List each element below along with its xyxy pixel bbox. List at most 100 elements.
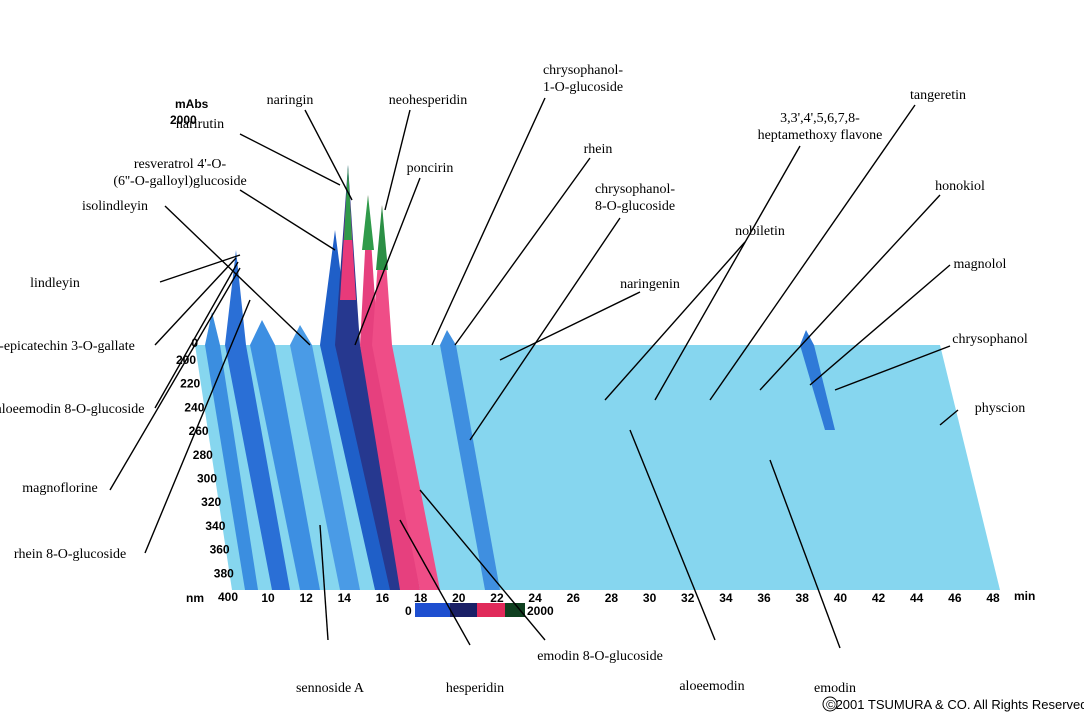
leader-line bbox=[709, 104, 916, 401]
absorbance-max: 2000 bbox=[170, 113, 197, 127]
compound-label: (-)-epicatechin 3-O-gallate bbox=[0, 339, 135, 354]
leader-line bbox=[809, 264, 951, 386]
time-tick-label: 20 bbox=[452, 591, 466, 605]
copyright-circle bbox=[822, 696, 838, 712]
compound-label: lindleyin bbox=[30, 276, 80, 291]
time-tick-label: 22 bbox=[490, 591, 504, 605]
time-tick-label: 42 bbox=[872, 591, 886, 605]
time-tick-label: 24 bbox=[528, 591, 542, 605]
leader-line bbox=[154, 261, 239, 409]
time-tick-label: 34 bbox=[719, 591, 733, 605]
compound-label: emodin bbox=[814, 681, 856, 696]
compound-label: aloeemodin 8-O-glucoside bbox=[0, 402, 144, 417]
compound-label: honokiol bbox=[935, 179, 985, 194]
compound-label: physcion bbox=[975, 401, 1026, 416]
time-tick-label: 30 bbox=[643, 591, 657, 605]
leader-line bbox=[384, 109, 411, 211]
leader-line bbox=[159, 254, 241, 283]
colorbar-segment bbox=[415, 603, 450, 617]
colorbar-segment bbox=[477, 603, 505, 617]
colorbar-segment bbox=[450, 603, 477, 617]
compound-label: rhein bbox=[584, 142, 613, 157]
compound-label: 8-O-glucoside bbox=[595, 199, 675, 214]
peak bbox=[372, 205, 440, 590]
compound-label: narirutin bbox=[176, 117, 224, 132]
compound-label: resveratrol 4'-O- bbox=[134, 157, 227, 172]
time-tick-label: 46 bbox=[948, 591, 962, 605]
compound-label: chrysophanol bbox=[952, 332, 1028, 347]
peak bbox=[800, 330, 835, 430]
leader-line bbox=[154, 257, 237, 346]
wavelength-tick-label: 360 bbox=[210, 543, 230, 557]
time-tick-label: 12 bbox=[299, 591, 313, 605]
peak bbox=[344, 165, 352, 240]
leader-line bbox=[399, 519, 471, 646]
leader-line bbox=[354, 177, 421, 346]
colorbar-min: 0 bbox=[405, 604, 412, 618]
time-tick-label: 18 bbox=[414, 591, 428, 605]
peak bbox=[205, 312, 258, 590]
compound-label: poncirin bbox=[407, 161, 454, 176]
compound-label: 3,3',4',5,6,7,8- bbox=[780, 111, 860, 126]
leader-line bbox=[654, 145, 801, 401]
compound-label: naringenin bbox=[620, 277, 680, 292]
wavelength-tick-label: 240 bbox=[184, 400, 204, 414]
leader-line bbox=[604, 241, 746, 401]
compound-label: heptamethoxy flavone bbox=[758, 128, 883, 143]
leader-line bbox=[304, 109, 353, 201]
peaks bbox=[205, 165, 835, 590]
peak bbox=[376, 205, 388, 270]
compound-label: (6''-O-galloyl)glucoside bbox=[113, 174, 246, 189]
wavelength-tick-label: 380 bbox=[214, 566, 234, 580]
time-tick-label: 38 bbox=[796, 591, 810, 605]
time-tick-label: 36 bbox=[757, 591, 771, 605]
wavelength-tick-label: 340 bbox=[205, 519, 225, 533]
time-tick-label: 16 bbox=[376, 591, 390, 605]
time-tick-label: 10 bbox=[261, 591, 275, 605]
leader-line bbox=[499, 291, 641, 361]
compound-label: neohesperidin bbox=[389, 93, 468, 108]
colorbar-segment bbox=[505, 603, 525, 617]
compound-label: nobiletin bbox=[735, 224, 785, 239]
leader-line bbox=[759, 194, 941, 391]
time-tick-label: 28 bbox=[605, 591, 619, 605]
wavelength-tick-label: 280 bbox=[193, 448, 213, 462]
wavelength-tick-label: 300 bbox=[197, 472, 217, 486]
compound-label: 1-O-glucoside bbox=[543, 80, 623, 95]
time-tick-label: 48 bbox=[986, 591, 1000, 605]
wavelength-unit: nm bbox=[186, 591, 204, 605]
colorbar-max: 2000 bbox=[527, 604, 554, 618]
compound-label: hesperidin bbox=[446, 681, 504, 696]
leader-line bbox=[239, 189, 336, 251]
time-tick-label: 14 bbox=[338, 591, 352, 605]
compound-label: sennoside A bbox=[296, 681, 365, 696]
time-tick-label: 32 bbox=[681, 591, 695, 605]
absorbance-unit: mAbs bbox=[175, 97, 209, 111]
colorbar: 0 2000 bbox=[405, 603, 554, 618]
compound-label: aloeemodin bbox=[679, 679, 744, 694]
time-tick-label: 26 bbox=[567, 591, 581, 605]
compound-label: rhein 8-O-glucoside bbox=[14, 547, 126, 562]
wavelength-tick-label: 400 bbox=[218, 590, 238, 604]
wavelength-zero: 0 bbox=[191, 336, 198, 350]
leader-line bbox=[239, 133, 341, 186]
leader-line bbox=[419, 489, 546, 641]
leader-line bbox=[939, 409, 959, 426]
peak bbox=[290, 325, 360, 590]
peak bbox=[440, 330, 500, 590]
compound-label: emodin 8-O-glucoside bbox=[537, 649, 663, 664]
peak bbox=[225, 250, 290, 590]
wavelength-tick-label: 220 bbox=[180, 377, 200, 391]
time-unit: min bbox=[1014, 589, 1035, 603]
leader-line bbox=[431, 97, 546, 346]
leader-line bbox=[454, 157, 591, 346]
compound-label: chrysophanol- bbox=[543, 63, 623, 78]
leader-line bbox=[109, 267, 241, 491]
compound-label: magnoflorine bbox=[22, 481, 97, 496]
leader-line bbox=[834, 345, 951, 391]
leader-line bbox=[164, 205, 311, 346]
compound-label: magnolol bbox=[954, 257, 1007, 272]
compound-label: isolindleyin bbox=[82, 199, 148, 214]
compound-label: naringin bbox=[267, 93, 314, 108]
